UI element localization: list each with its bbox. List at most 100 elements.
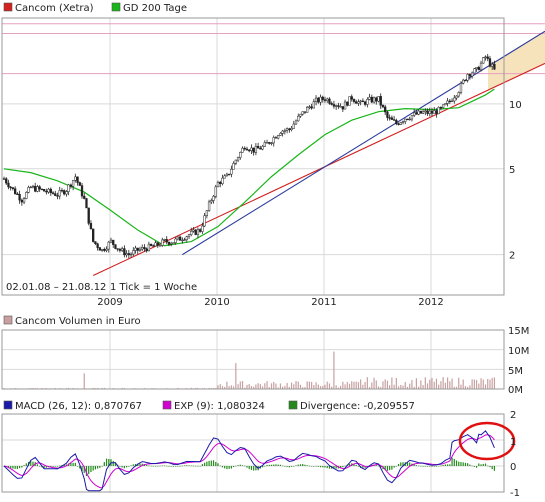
divergence-bar: [264, 465, 266, 467]
candle-body: [370, 96, 373, 103]
volume-bar: [435, 378, 438, 389]
divergence-bar: [210, 460, 212, 466]
candle-body: [274, 137, 278, 139]
candle-body: [384, 106, 387, 113]
candle-body: [297, 115, 300, 122]
volume-bar: [228, 386, 230, 389]
volume-bar: [442, 377, 444, 389]
candle-body: [145, 248, 148, 252]
divergence-bar: [197, 465, 199, 467]
volume-bar: [92, 387, 94, 389]
divergence-bar: [228, 466, 230, 469]
divergence-bar: [284, 466, 286, 467]
candle-body: [281, 130, 284, 134]
divergence-bar: [326, 466, 328, 469]
divergence-bar: [469, 464, 471, 466]
candle-body: [36, 186, 39, 192]
volume-bar: [424, 377, 426, 389]
divergence-bar: [471, 465, 473, 467]
volume-bar: [471, 379, 473, 389]
divergence-bar: [342, 466, 344, 468]
divergence-bar: [226, 466, 228, 470]
candle-body: [112, 239, 115, 245]
divergence-bar: [250, 466, 253, 470]
candle-body: [426, 110, 429, 114]
volume-bar: [360, 379, 362, 389]
candle-body: [232, 163, 235, 170]
candle-body: [174, 238, 177, 243]
divergence-bar: [25, 463, 27, 466]
divergence-bar: [275, 464, 277, 466]
candle-body: [359, 100, 362, 103]
candle-body: [272, 137, 275, 144]
divergence-bar: [219, 465, 221, 467]
candle-body: [230, 168, 233, 175]
candle-body: [92, 228, 95, 242]
candle-body: [484, 56, 487, 58]
divergence-bar: [380, 466, 382, 468]
candle-body: [147, 243, 151, 252]
volume-bar: [440, 381, 442, 389]
divergence-bar: [484, 463, 487, 466]
candle-body: [116, 248, 119, 250]
divergence-bar: [440, 465, 442, 467]
volume-bar: [449, 381, 451, 389]
candle-body: [261, 146, 264, 150]
divergence-bar: [462, 462, 464, 466]
candle-body: [401, 121, 405, 123]
candle-body: [40, 188, 44, 191]
candle-body: [225, 173, 229, 177]
divergence-bar: [406, 462, 409, 466]
candle-body: [210, 200, 213, 203]
volume-bar: [282, 386, 284, 389]
volume-bar: [253, 386, 255, 389]
x-tick-label: 2012: [418, 297, 443, 308]
candle-body: [22, 198, 26, 203]
volume-bar: [493, 377, 496, 389]
divergence-bar: [451, 457, 453, 466]
volume-bar: [395, 377, 397, 389]
candle-body: [212, 196, 215, 201]
candle-body: [314, 97, 318, 102]
volume-bar: [333, 351, 335, 389]
volume-bar: [215, 387, 217, 389]
candle-body: [419, 110, 423, 114]
highlight-circle: [458, 421, 516, 461]
divergence-bar: [181, 465, 183, 467]
divergence-bar: [297, 464, 299, 466]
volume-bar: [362, 384, 364, 389]
divergence-bar: [375, 465, 377, 466]
candle-body: [245, 148, 249, 151]
divergence-bar: [168, 466, 170, 467]
candle-body: [337, 105, 340, 107]
divergence-bar: [353, 464, 355, 466]
candle-body: [457, 92, 460, 97]
volume-bar: [268, 387, 270, 389]
volume-bar: [475, 380, 478, 389]
candle-body: [450, 100, 454, 103]
macd-plot-frame: [1, 413, 505, 493]
candle-body: [60, 190, 64, 192]
divergence-bar: [328, 466, 331, 469]
volume-bar: [290, 382, 293, 389]
candle-body: [292, 123, 295, 129]
candle-body: [437, 107, 440, 115]
x-tick-label: 2011: [311, 297, 336, 308]
candle-body: [377, 96, 380, 102]
macd-y-tick: -1: [510, 488, 520, 499]
macd-y-tick: 2: [510, 410, 516, 421]
divergence-bar: [319, 466, 322, 468]
candle-body: [183, 239, 186, 241]
divergence-bar: [83, 466, 85, 473]
candle-body: [444, 103, 447, 106]
volume-bar: [121, 387, 123, 389]
candle-body: [152, 245, 155, 247]
candle-body: [38, 186, 41, 190]
divergence-bar: [123, 466, 125, 469]
candle-body: [27, 187, 30, 193]
volume-bar: [431, 377, 433, 389]
exp-line: [3, 434, 495, 489]
legend-swatch-exp: [162, 400, 172, 410]
candle-body: [256, 145, 260, 149]
